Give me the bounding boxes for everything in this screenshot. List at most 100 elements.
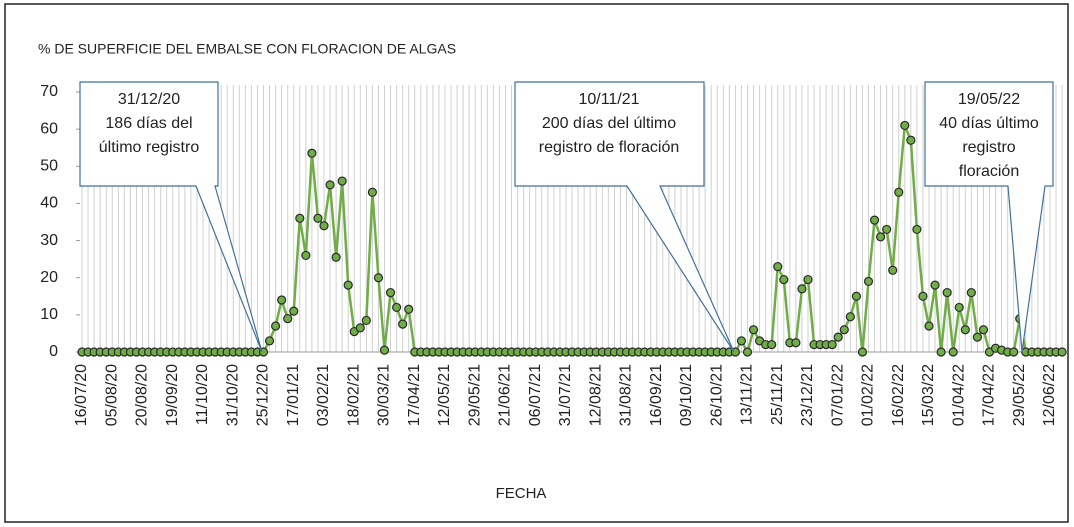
point [404, 304, 414, 314]
x-tick-label: 13/11/21 [739, 364, 756, 425]
point [1009, 347, 1019, 357]
y-tick-label: 50 [40, 158, 58, 175]
point [264, 336, 275, 346]
point [331, 252, 341, 262]
point [827, 339, 837, 350]
point [930, 280, 940, 290]
point [373, 273, 384, 283]
annotation: último registro [99, 139, 200, 156]
point [863, 276, 874, 287]
annotation: 200 días del último [542, 115, 676, 132]
point [978, 325, 989, 335]
x-axis-label: FECHA [496, 485, 547, 502]
y-tick-label: 20 [40, 269, 58, 286]
point [894, 187, 904, 197]
x-tick-label: 25/12/20 [255, 364, 272, 426]
x-tick-label: 17/04/22 [981, 364, 998, 426]
point [875, 232, 886, 242]
point [325, 180, 335, 190]
x-tick-label: 31/08/21 [618, 364, 635, 426]
x-tick-label: 01/04/22 [950, 364, 967, 426]
x-tick-label: 16/02/22 [890, 364, 907, 426]
y-tick-label: 30 [40, 232, 58, 249]
point [289, 306, 299, 316]
x-tick-label: 16/07/20 [73, 364, 90, 426]
x-tick-label: 12/05/21 [436, 364, 453, 426]
annotation: registro de floración [539, 139, 680, 156]
x-tick-label: 18/02/21 [345, 364, 362, 426]
y-tick-label: 0 [49, 343, 58, 360]
point [845, 312, 855, 322]
point [924, 321, 934, 331]
point [912, 224, 922, 235]
annotation: floración [959, 163, 1019, 180]
x-tick-label: 25/11/21 [769, 364, 786, 425]
callout [514, 81, 735, 353]
x-tick-label: 23/12/21 [799, 364, 816, 426]
point [748, 325, 759, 335]
annotations: 31/12/20 186 días del último registro 10/11… [99, 91, 1039, 180]
point [1057, 347, 1067, 357]
y-tick-label: 70 [40, 83, 58, 100]
annotation: 10/11/21 [578, 91, 639, 108]
y-tick-label: 60 [40, 120, 58, 137]
annotation: 31/12/20 [118, 91, 180, 108]
x-tick-label: 07/01/22 [829, 364, 846, 426]
annotation: 186 días del [105, 115, 192, 132]
point [833, 332, 843, 342]
callout [924, 81, 1054, 353]
annotation: 40 días último [939, 115, 1039, 132]
point [954, 302, 964, 313]
x-tick-label: 11/10/20 [194, 364, 211, 425]
x-tick-label: 03/02/21 [315, 364, 332, 426]
point [319, 221, 329, 231]
point [857, 347, 868, 357]
point [839, 325, 849, 335]
point [972, 332, 983, 342]
x-tick-label: 31/07/21 [557, 364, 574, 426]
point [960, 325, 970, 335]
point [936, 347, 946, 357]
y-tick-label: 40 [40, 195, 58, 212]
point [869, 215, 880, 225]
x-tick-label: 19/09/20 [164, 364, 181, 426]
point [295, 213, 305, 223]
chart-title: % DE SUPERFICIE DEL EMBALSE CON FLORACIO… [38, 41, 456, 57]
callout [79, 81, 263, 353]
point [355, 323, 365, 333]
point [779, 274, 789, 285]
point [307, 148, 317, 158]
x-tick-label: 15/03/22 [920, 364, 937, 426]
point [337, 176, 347, 186]
x-tick-label: 05/08/20 [103, 364, 120, 426]
x-tick-label: 12/08/21 [587, 364, 604, 426]
x-tick-label: 29/05/21 [466, 364, 483, 426]
point [361, 315, 371, 326]
point [742, 347, 753, 357]
x-tick-label: 17/01/21 [285, 364, 302, 426]
point [803, 274, 813, 285]
y-tick-label: 10 [40, 306, 58, 323]
point [271, 321, 281, 331]
x-tick-label: 06/07/21 [527, 364, 544, 426]
point [767, 339, 777, 350]
point [888, 265, 898, 275]
point [392, 302, 402, 313]
point [343, 280, 353, 290]
x-tick-label: 12/06/22 [1041, 364, 1058, 426]
point [773, 261, 783, 272]
point [277, 295, 287, 305]
point [313, 213, 323, 223]
point [900, 120, 910, 131]
x-tick-label: 16/09/21 [648, 364, 665, 426]
point [367, 187, 377, 197]
point [283, 313, 293, 324]
x-tick-label: 31/10/20 [224, 364, 241, 426]
point [301, 250, 311, 261]
point [966, 287, 976, 298]
point [906, 135, 916, 145]
x-tick-label: 26/10/21 [708, 364, 725, 426]
annotation: 19/05/22 [958, 91, 1020, 108]
x-tick-label: 01/02/22 [860, 364, 877, 426]
x-tick-label: 09/10/21 [678, 364, 695, 426]
